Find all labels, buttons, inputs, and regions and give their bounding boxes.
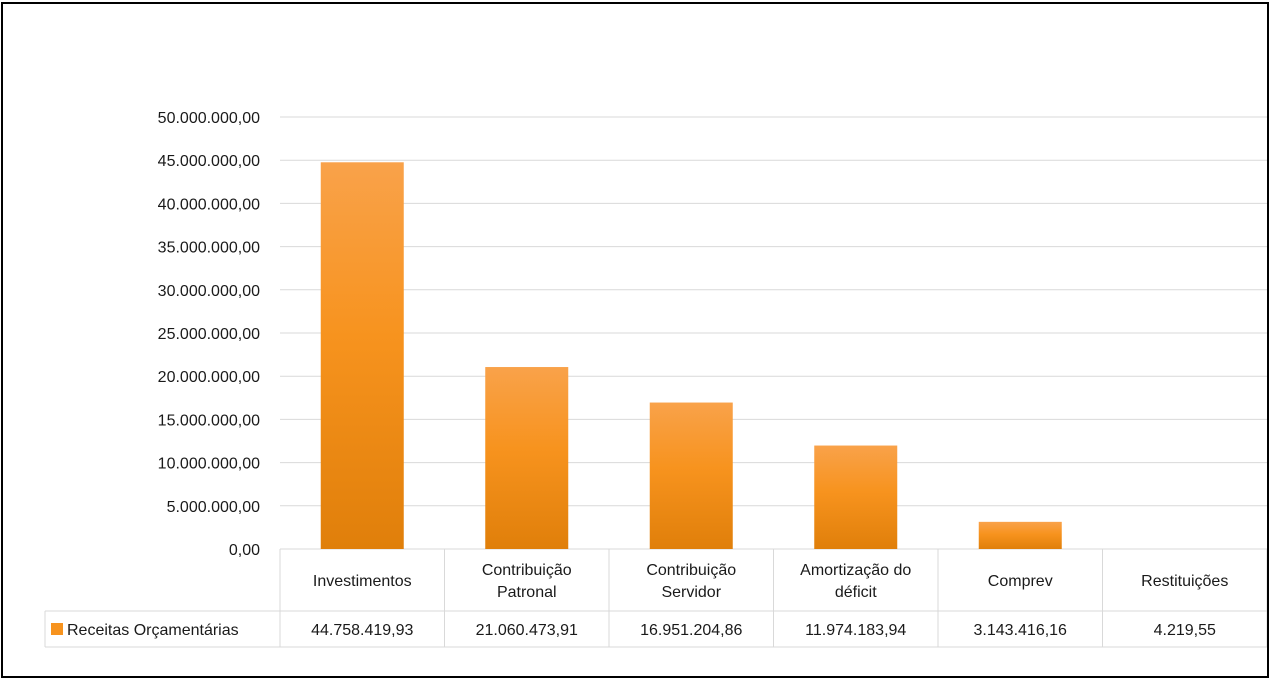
y-tick-label: 20.000.000,00 [158,369,260,386]
y-tick-label: 35.000.000,00 [158,240,260,257]
category-label-line: déficit [835,584,877,601]
y-tick-label: 15.000.000,00 [158,412,260,429]
category-label-line: Contribuição [482,562,572,579]
x-category-label: Comprev [988,573,1053,590]
x-category-label: Investimentos [313,573,412,590]
y-tick-label: 30.000.000,00 [158,283,260,300]
legend-key [51,623,63,635]
x-category-label: Restituições [1141,573,1228,590]
y-tick-label: 50.000.000,00 [158,110,260,127]
x-category-label: Contribuição Patronal [482,562,572,601]
data-table-value: 44.758.419,93 [311,622,413,639]
bar [814,445,898,549]
bar [978,521,1062,549]
y-tick-label: 25.000.000,00 [158,326,260,343]
bar [649,402,733,549]
y-tick-label: 40.000.000,00 [158,196,260,213]
data-table-value: 4.219,55 [1154,622,1216,639]
y-axis-tick-labels: 0,00 5.000.000,00 10.000.000,00 15.000.000,… [158,110,260,559]
bars [320,162,1062,550]
data-table-value: 11.974.183,94 [805,622,906,639]
bar [320,162,404,550]
y-tick-label: 45.000.000,00 [158,153,260,170]
data-table-value: 21.060.473,91 [476,622,578,639]
gridlines [280,116,1267,550]
y-tick-label: 5.000.000,00 [167,499,261,516]
legend-series-name: Receitas Orçamentárias [67,622,239,639]
category-label-line: Investimentos [313,573,412,590]
category-label-line: Servidor [661,584,721,601]
x-category-label: Contribuição Servidor [646,562,736,601]
bar [485,367,569,549]
bar-chart: 0,00 5.000.000,00 10.000.000,00 15.000.000,… [44,110,1267,648]
category-label-line: Restituições [1141,573,1228,590]
data-table-value: 3.143.416,16 [974,622,1068,639]
y-tick-label: 10.000.000,00 [158,456,260,473]
data-table-value: 16.951.204,86 [640,622,742,639]
category-label-line: Contribuição [646,562,736,579]
category-label-line: Amortização do [800,562,911,579]
category-label-line: Comprev [988,573,1053,590]
category-label-line: Patronal [497,584,557,601]
y-tick-label: 0,00 [229,542,260,559]
x-category-label: Amortização do déficit [800,562,911,601]
